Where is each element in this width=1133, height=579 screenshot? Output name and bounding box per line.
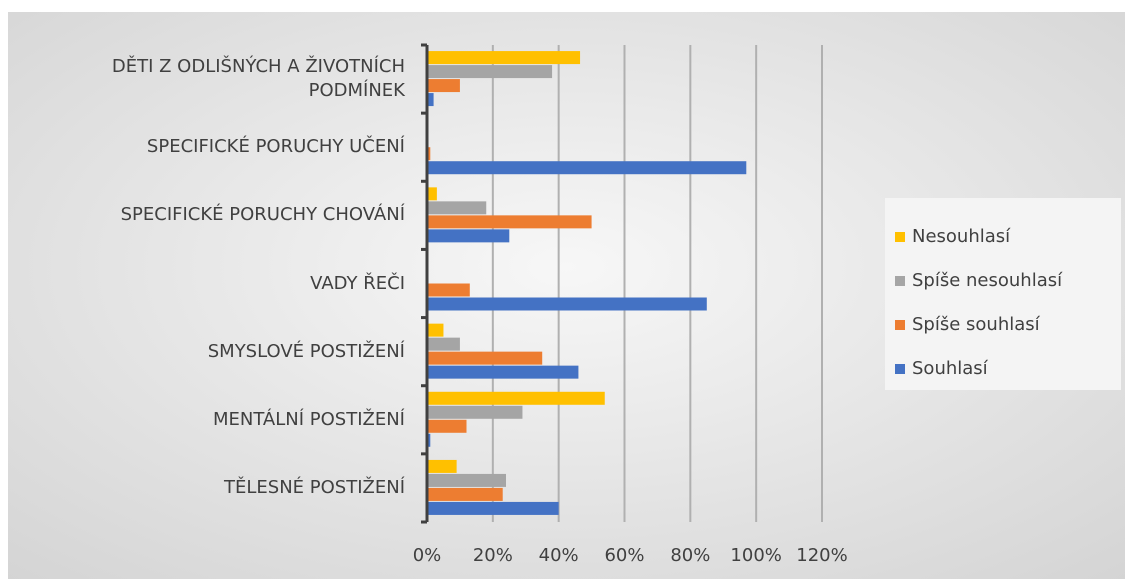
bar — [427, 79, 460, 93]
legend-swatch — [895, 364, 905, 374]
x-tick-label: 40% — [539, 545, 579, 566]
y-tick-label: SPECIFICKÉ PORUCHY UČENÍ — [146, 136, 405, 158]
bar — [427, 147, 431, 161]
bar — [427, 337, 460, 351]
bar — [427, 51, 581, 65]
bar — [427, 215, 592, 229]
x-tick-label: 120% — [796, 545, 847, 566]
bar — [427, 473, 506, 487]
bar — [427, 187, 437, 201]
y-tick-label: SPECIFICKÉ PORUCHY CHOVÁNÍ — [120, 204, 405, 226]
legend-swatch — [895, 232, 905, 242]
legend-label: Spíše souhlasí — [912, 314, 1041, 335]
x-tick-label: 20% — [473, 545, 513, 566]
y-tick-label: DĚTI Z ODLIŠNÝCH A ŽIVOTNÍCH PODMÍNEK — [111, 56, 405, 102]
bar — [427, 229, 510, 243]
bar — [427, 405, 523, 419]
legend-swatch — [895, 276, 905, 286]
legend-box — [885, 198, 1121, 390]
x-tick-label: 80% — [670, 545, 710, 566]
y-tick-label: TĚLESNÉ POSTIŽENÍ — [224, 476, 405, 498]
y-tick-label: VADY ŘEČI — [310, 272, 405, 294]
bar — [427, 433, 431, 447]
bar — [427, 65, 553, 79]
x-tick-label: 100% — [730, 545, 781, 566]
legend-label: Souhlasí — [912, 358, 989, 379]
bar — [427, 297, 707, 311]
x-tick-label: 60% — [604, 545, 644, 566]
bar — [427, 487, 503, 501]
bar — [427, 351, 543, 365]
bar — [427, 501, 559, 515]
bar — [427, 419, 467, 433]
bar — [427, 283, 470, 297]
legend-swatch — [895, 320, 905, 330]
legend-label: Spíše nesouhlasí — [912, 270, 1063, 291]
bar — [427, 459, 457, 473]
x-tick-label: 0% — [413, 545, 442, 566]
bar — [427, 391, 605, 405]
y-tick-label: SMYSLOVÉ POSTIŽENÍ — [207, 340, 405, 362]
bar — [427, 93, 434, 107]
bar — [427, 201, 487, 215]
legend-label: Nesouhlasí — [912, 226, 1011, 247]
bar — [427, 365, 579, 379]
y-tick-label: MENTÁLNÍ POSTIŽENÍ — [212, 408, 405, 430]
bar — [427, 323, 444, 337]
bar — [427, 161, 747, 175]
